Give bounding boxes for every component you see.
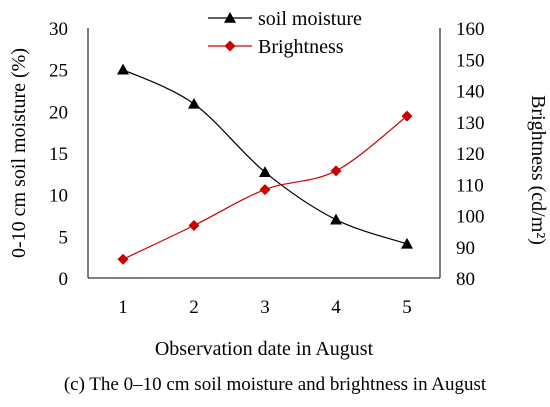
y-left-tick-label: 30	[49, 19, 68, 40]
soil-moisture-data-point	[401, 237, 413, 249]
y-right-tick-label: 100	[456, 207, 485, 228]
y-right-tick-label: 90	[456, 238, 475, 259]
x-tick-label: 3	[260, 297, 270, 318]
y-left-tick-label: 0	[59, 269, 69, 290]
y-left-tick-label: 5	[59, 227, 69, 248]
soil-moisture-data-point	[117, 63, 129, 75]
x-axis-title: Observation date in August	[155, 338, 374, 360]
soil-moisture-data-point	[330, 213, 342, 225]
y-right-tick-label: 110	[456, 175, 484, 196]
y-right-tick-label: 140	[456, 82, 485, 103]
x-tick-label: 4	[331, 297, 341, 318]
y-right-tick-label: 120	[456, 144, 485, 165]
y-right-tick-label: 130	[456, 113, 485, 134]
y-right-tick-label: 80	[456, 269, 475, 290]
legend-marker-brightness	[224, 40, 236, 52]
x-tick-label: 2	[189, 297, 199, 318]
y-right-axis-title: Brightness (cd/m²)	[527, 95, 549, 245]
brightness-data-point	[188, 220, 200, 231]
brightness-data-point	[401, 110, 413, 122]
legend-label-brightness: Brightness	[258, 36, 344, 58]
legend-marker-soil-moisture	[224, 12, 236, 23]
legend-label-soil-moisture: soil moisture	[258, 8, 362, 30]
brightness-data-point	[330, 165, 342, 177]
x-tick-label: 5	[402, 297, 412, 318]
figure-caption: (c) The 0–10 cm soil moisture and bright…	[63, 374, 487, 395]
y-left-tick-label: 15	[49, 144, 68, 165]
x-tick-label: 1	[118, 297, 128, 318]
y-left-tick-label: 10	[49, 186, 68, 207]
y-right-tick-label: 150	[456, 50, 485, 71]
y-left-tick-label: 25	[49, 61, 68, 82]
soil-moisture-series-line	[122, 69, 408, 245]
y-right-tick-label: 160	[456, 19, 485, 40]
brightness-data-point	[117, 253, 129, 265]
soil-moisture-data-point	[188, 97, 200, 109]
chart: 0 5 10 15 20 25 30 80 90 100 110 120 130 140 150 160 1 2 3…	[8, 8, 549, 360]
y-left-tick-label: 20	[49, 102, 68, 123]
brightness-data-point	[259, 184, 271, 196]
y-left-axis-title: 0-10 cm soil moisture (%)	[8, 48, 30, 258]
soil-moisture-data-point	[259, 166, 271, 177]
